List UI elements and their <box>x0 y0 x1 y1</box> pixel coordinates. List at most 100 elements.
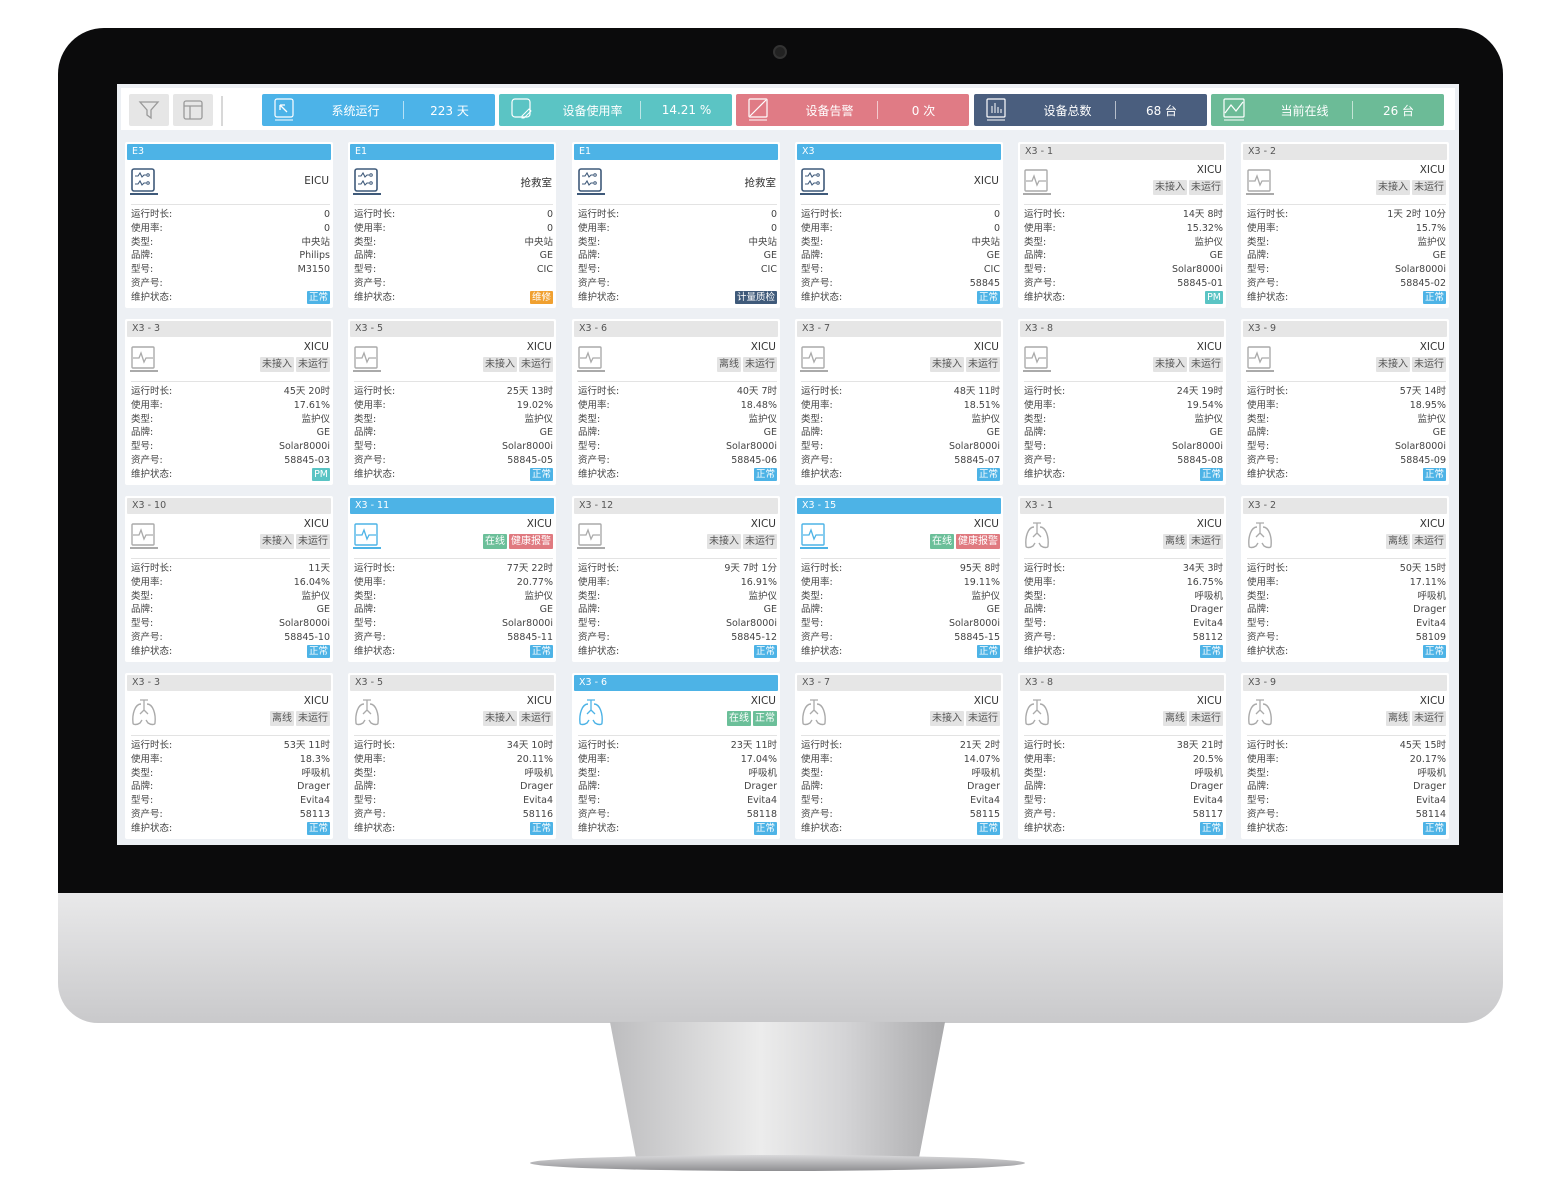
field-label: 使用率: <box>801 576 833 588</box>
device-card[interactable]: E1 抢救室 运行时长: 0 使用率: 0 类型: 中央站 品牌: GE 型号: CIC 资产号: 维… <box>348 142 556 308</box>
field-label: 类型: <box>354 413 377 425</box>
field-label: 品牌: <box>801 781 824 793</box>
device-card[interactable]: X3 - 5 XICU 未接入 未运行 运行时长: 34天 10时 使用率: 20.11… <box>348 673 556 839</box>
card-location: XICU <box>303 518 329 530</box>
maintenance-badge: 正常 <box>1199 821 1223 835</box>
device-card[interactable]: X3 XICU 运行时长: 0 使用率: 0 类型: 中央站 品牌: GE 型号: CIC 资产号:… <box>795 142 1003 308</box>
field-row: 型号: CIC <box>578 263 777 277</box>
stat-tile-3[interactable]: 设备总数 68 台 <box>974 94 1207 126</box>
patient-monitor-icon <box>1023 169 1051 195</box>
stat-tile-4[interactable]: 当前在线 26 台 <box>1211 94 1444 126</box>
field-row: 型号: Solar8000i <box>1024 440 1223 454</box>
field-value: Solar8000i <box>501 618 553 630</box>
field-row: 维护状态: PM <box>1024 290 1223 305</box>
card-fields: 运行时长: 53天 11时 使用率: 18.3% 类型: 呼吸机 品牌: Drager 型号: E… <box>131 739 330 836</box>
card-fields: 运行时长: 0 使用率: 0 类型: 中央站 品牌: GE 型号: CIC 资产号: 维护状态: 维修 <box>354 208 553 305</box>
device-card[interactable]: X3 - 2 XICU 离线 未运行 运行时长: 50天 15时 使用率: 17.11%… <box>1241 496 1449 662</box>
ventilator-lungs-icon <box>132 699 156 726</box>
maintenance-badge: 正常 <box>529 644 553 658</box>
device-card[interactable]: X3 - 1 XICU 离线 未运行 运行时长: 34天 3时 使用率: 16.75% 类… <box>1018 496 1226 662</box>
stat-label: 设备告警 <box>805 103 854 118</box>
field-row: 品牌: Drager <box>131 780 330 794</box>
field-row: 品牌: GE <box>1247 249 1446 263</box>
field-value: 58116 <box>522 808 553 820</box>
device-card[interactable]: X3 - 3 XICU 未接入 未运行 运行时长: 45天 20时 使用率: 17.61… <box>125 319 333 485</box>
field-value: 监护仪 <box>971 590 1000 602</box>
device-card[interactable]: X3 - 6 XICU 离线 未运行 运行时长: 40天 7时 使用率: 18.48% 类… <box>572 319 780 485</box>
status-tags: 未接入 未运行 <box>1376 180 1446 195</box>
field-label: 运行时长: <box>801 209 843 220</box>
field-label: 类型: <box>801 413 824 425</box>
maintenance-badge: 正常 <box>306 290 330 304</box>
field-row: 型号: CIC <box>801 263 1000 277</box>
field-label: 类型: <box>1247 767 1270 779</box>
device-card[interactable]: X3 - 8 XICU 未接入 未运行 运行时长: 24天 19时 使用率: 19.54… <box>1018 319 1226 485</box>
field-label: 型号: <box>801 618 824 630</box>
layout-button[interactable] <box>173 94 213 126</box>
device-card[interactable]: X3 - 3 XICU 离线 未运行 运行时长: 53天 11时 使用率: 18.3% 类… <box>125 673 333 839</box>
field-label: 资产号: <box>578 454 610 466</box>
device-card[interactable]: X3 - 11 XICU 在线 健康报警 运行时长: 77天 22时 使用率: 20.7… <box>348 496 556 662</box>
field-label: 使用率: <box>578 576 610 588</box>
device-card[interactable]: X3 - 10 XICU 未接入 未运行 运行时长: 11天 使用率: 16.04% 类型… <box>125 496 333 662</box>
device-card[interactable]: E3 EICU 运行时长: 0 使用率: 0 类型: 中央站 品牌: Philips 型号: M3… <box>125 142 333 308</box>
device-card[interactable]: X3 - 2 XICU 未接入 未运行 运行时长: 1天 2时 10分 使用率: 15.… <box>1241 142 1449 308</box>
field-value: Solar8000i <box>278 441 330 453</box>
field-value: Drager <box>1413 781 1446 793</box>
stat-tile-1[interactable]: 设备使用率 14.21 % <box>499 94 732 126</box>
field-value: 58109 <box>1415 631 1446 643</box>
device-card[interactable]: X3 - 5 XICU 未接入 未运行 运行时长: 25天 13时 使用率: 19.02… <box>348 319 556 485</box>
device-icon-wrap <box>1246 521 1274 549</box>
status-tags: 未接入 未运行 <box>483 357 553 372</box>
device-icon-wrap <box>800 344 828 372</box>
card-location: XICU <box>750 695 776 707</box>
device-card[interactable]: X3 - 9 XICU 离线 未运行 运行时长: 45天 15时 使用率: 20.17%… <box>1241 673 1449 839</box>
patient-monitor-icon <box>577 523 605 549</box>
status-tag: 未接入 <box>1376 180 1410 195</box>
field-row: 品牌: GE <box>1024 249 1223 263</box>
card-title: X3 - 8 <box>1020 321 1224 337</box>
field-label: 使用率: <box>1247 576 1279 588</box>
ventilator-lungs-icon <box>1248 699 1272 726</box>
status-tags: 离线 未运行 <box>1163 711 1223 726</box>
status-tags: 未接入 未运行 <box>707 534 777 549</box>
field-row: 运行时长: 34天 10时 <box>354 739 553 753</box>
maintenance-badge: 正常 <box>976 467 1000 481</box>
field-value: 呼吸机 <box>1194 590 1223 602</box>
stat-tile-2[interactable]: 设备告警 0 次 <box>736 94 969 126</box>
filter-button[interactable] <box>129 94 169 126</box>
camera <box>773 45 787 59</box>
field-label: 品牌: <box>131 604 154 616</box>
field-row: 类型: 中央站 <box>131 236 330 250</box>
device-card[interactable]: X3 - 6 XICU 在线 正常 运行时长: 23天 11时 使用率: 17.04% 类… <box>572 673 780 839</box>
field-row: 使用率: 18.95% <box>1247 399 1446 413</box>
stat-tile-0[interactable]: 系统运行 223 天 <box>262 94 495 126</box>
field-label: 型号: <box>1024 618 1047 630</box>
device-card[interactable]: X3 - 9 XICU 未接入 未运行 运行时长: 57天 14时 使用率: 18.95… <box>1241 319 1449 485</box>
status-tag: 未接入 <box>930 711 964 726</box>
field-row: 运行时长: 45天 20时 <box>131 385 330 399</box>
field-label: 型号: <box>131 264 154 276</box>
device-card[interactable]: X3 - 7 XICU 未接入 未运行 运行时长: 48天 11时 使用率: 18.51… <box>795 319 1003 485</box>
device-card[interactable]: X3 - 7 XICU 未接入 未运行 运行时长: 21天 2时 使用率: 14.07%… <box>795 673 1003 839</box>
device-card[interactable]: X3 - 1 XICU 未接入 未运行 运行时长: 14天 8时 使用率: 15.32%… <box>1018 142 1226 308</box>
device-card[interactable]: E1 抢救室 运行时长: 0 使用率: 0 类型: 中央站 品牌: GE 型号: CIC 资产号: 维… <box>572 142 780 308</box>
device-card[interactable]: X3 - 12 XICU 未接入 未运行 运行时长: 9天 7时 1分 使用率: 16.… <box>572 496 780 662</box>
device-icon-wrap <box>577 167 605 195</box>
card-location: XICU <box>973 175 999 187</box>
field-label: 使用率: <box>131 753 163 765</box>
device-card[interactable]: X3 - 15 XICU 在线 健康报警 运行时长: 95天 8时 使用率: 19.11… <box>795 496 1003 662</box>
card-fields: 运行时长: 77天 22时 使用率: 20.77% 类型: 监护仪 品牌: GE 型号: Sola… <box>354 562 553 659</box>
edit-icon <box>499 97 545 123</box>
field-label: 类型: <box>578 767 601 779</box>
status-tags: 离线 未运行 <box>717 357 777 372</box>
field-value: CIC <box>983 264 1000 276</box>
field-row: 资产号: 58845-06 <box>578 454 777 468</box>
card-location: XICU <box>303 341 329 353</box>
maintenance-badge: 计量质检 <box>734 290 777 304</box>
field-value: 18.3% <box>299 753 330 765</box>
dashboard-screen: 系统运行 223 天 设备使用率 14.21 % 设备告警 0 次 设备总数 6… <box>117 84 1459 845</box>
patient-monitor-icon <box>577 346 605 372</box>
field-value: 58845-12 <box>731 631 777 643</box>
device-card[interactable]: X3 - 8 XICU 离线 未运行 运行时长: 38天 21时 使用率: 20.5% 类… <box>1018 673 1226 839</box>
